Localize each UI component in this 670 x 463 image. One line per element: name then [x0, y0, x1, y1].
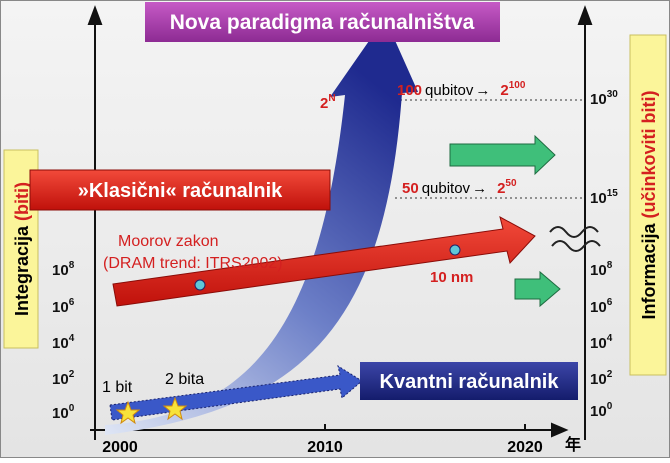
tick-base: 10	[590, 371, 607, 388]
tick-exp: 6	[607, 297, 613, 308]
qubit-result-exp: 100	[509, 80, 526, 91]
data-dot	[449, 244, 461, 256]
tick-base: 10	[590, 262, 607, 279]
title: Nova paradigma računalništva	[170, 11, 475, 34]
tick-label: 102	[590, 369, 613, 388]
tick-label: 102	[52, 369, 75, 388]
node-label: 10 nm	[430, 269, 473, 286]
tick-exp: 4	[607, 333, 613, 344]
moore-law-label: Moorov zakon	[118, 233, 219, 250]
x-tick-label: 2000	[102, 439, 138, 456]
classical-box	[29, 169, 331, 211]
x-axis-head	[551, 422, 569, 438]
tick-base: 10	[52, 405, 69, 422]
title-box	[145, 2, 500, 42]
green-arrow	[449, 134, 556, 176]
x-axis-unit: 年	[565, 435, 581, 454]
left-axis-title: Integracija	[12, 225, 32, 316]
star	[162, 396, 188, 421]
right-label-box	[629, 34, 667, 376]
tick-base: 10	[52, 371, 69, 388]
qubit-result-exp: 50	[505, 178, 517, 189]
tick-exp: 6	[69, 297, 75, 308]
tick-exp: 0	[607, 401, 613, 412]
right-axis-head	[577, 5, 593, 25]
tick-base: 10	[590, 91, 607, 108]
green-arrow	[514, 270, 561, 308]
moore-arrow	[112, 216, 536, 307]
tick-exp: 0	[69, 403, 75, 414]
tick-label: 104	[590, 333, 613, 352]
tick-exp: 4	[69, 333, 75, 344]
data-dot	[194, 279, 206, 291]
tick-exp: 2	[607, 369, 613, 380]
trend-label: (DRAM trend: ITRS2002)	[103, 255, 283, 272]
tick-label: 1030	[590, 89, 618, 108]
qubit-arrow: →	[475, 82, 490, 99]
growth-label: 2N	[320, 93, 336, 112]
left-axis-head	[87, 5, 103, 25]
qubit-row: 50 qubitov → 250	[402, 178, 517, 197]
left-axis-label: Integracija (biti)	[12, 182, 32, 316]
quantum-growth-arrow	[105, 18, 418, 435]
quantum-label: Kvantni računalnik	[380, 371, 560, 393]
tick-label: 104	[52, 333, 75, 352]
qubit-result-base: 2	[500, 82, 508, 99]
tick-base: 10	[590, 190, 607, 207]
x-labels: 2000 2010 2020 年	[102, 435, 581, 456]
tick-base: 10	[52, 335, 69, 352]
classical-label: »Klasični« računalnik	[78, 180, 283, 202]
qubit-count: 100	[397, 82, 422, 99]
growth-base: 2	[320, 95, 328, 112]
tick-base: 10	[52, 262, 69, 279]
tick-label: 108	[590, 260, 613, 279]
tick-label: 106	[590, 297, 613, 316]
qubit-arrow: →	[472, 180, 487, 197]
axis-break	[549, 226, 601, 252]
tick-exp: 15	[607, 188, 619, 199]
qubit-row: 100 qubitov → 2100	[397, 80, 526, 99]
tick-base: 10	[590, 335, 607, 352]
star	[115, 400, 141, 425]
tick-label: 108	[52, 260, 75, 279]
right-axis-label: Informacija (učinkoviti biti)	[639, 90, 659, 319]
point-label: 2 bita	[165, 371, 204, 388]
tick-label: 1015	[590, 188, 618, 207]
tick-exp: 8	[69, 260, 75, 271]
tick-base: 10	[590, 403, 607, 420]
right-axis-title: Informacija	[639, 223, 659, 320]
tick-label: 100	[52, 403, 75, 422]
growth-exp: N	[328, 93, 335, 104]
tick-exp: 30	[607, 89, 619, 100]
tick-exp: 2	[69, 369, 75, 380]
tick-label: 106	[52, 297, 75, 316]
x-tick-label: 2010	[307, 439, 343, 456]
tick-base: 10	[52, 299, 69, 316]
qubit-result-base: 2	[497, 180, 505, 197]
tick-base: 10	[590, 299, 607, 316]
x-tick-label: 2020	[507, 439, 543, 456]
right-axis-unit: (učinkoviti biti)	[639, 90, 659, 218]
qubit-text: qubitov	[425, 82, 474, 99]
point-label: 1 bit	[102, 379, 133, 396]
quantum-box	[360, 362, 578, 400]
tick-exp: 8	[607, 260, 613, 271]
left-axis-unit: (biti)	[12, 182, 32, 221]
tick-label: 100	[590, 401, 613, 420]
qubit-text: qubitov	[422, 180, 471, 197]
qubit-count: 50	[402, 180, 419, 197]
